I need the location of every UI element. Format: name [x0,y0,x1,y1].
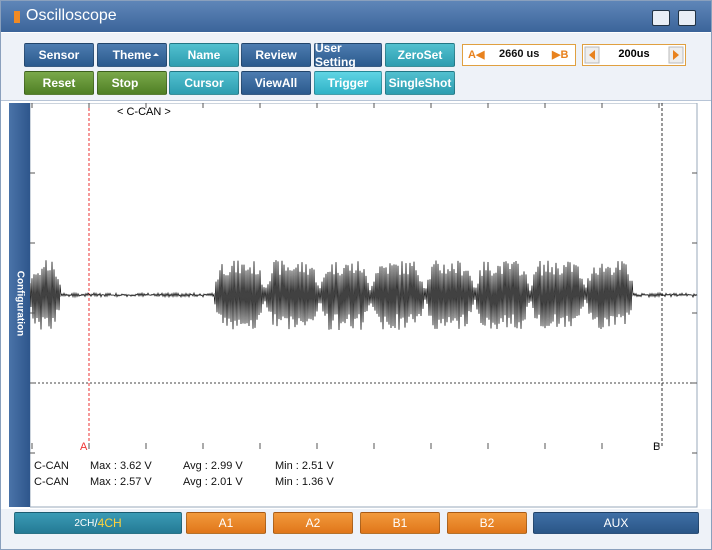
footer-button[interactable]: A1 [186,512,266,534]
timebase: 200us [618,48,650,60]
side-panel[interactable] [9,103,30,507]
cursor-box: A◀ 2660 us ▶B [462,44,576,66]
toolbar-button[interactable]: Reset [24,71,94,95]
footer-button[interactable]: B1 [360,512,440,534]
window-title: Oscilloscope [26,7,117,24]
measurement: Min : 2.51 V [275,460,334,472]
toolbar-button[interactable]: ZeroSet [385,43,455,67]
timebase-arrows[interactable] [582,44,686,66]
waveform [30,260,698,331]
toolbar-button[interactable]: User Setting [314,41,382,69]
measurement: C-CAN [34,476,69,488]
measurement: C-CAN [34,460,69,472]
channel-select[interactable]: 2CH/4CH [14,512,182,534]
scope-display: < C-CAN > A B [30,103,698,508]
channel-separator: / [94,516,98,530]
measurement: Min : 1.36 V [275,476,334,488]
cursor-b-label: ▶B [552,49,569,61]
title-icon [14,11,20,23]
toolbar-button[interactable]: Name [169,43,239,67]
footer-button[interactable]: AUX [533,512,699,534]
toolbar-button[interactable]: Trigger [314,71,382,95]
side-panel-label: Configuration [14,270,26,337]
footer-button[interactable]: B2 [447,512,527,534]
spinner-icon [153,50,159,56]
arrow-right [673,50,679,60]
cursor-a-label: A◀ [468,49,485,61]
arrow-left [589,50,595,60]
cursor-a-marker: A [80,441,88,453]
cursor-span: 2660 us [499,48,540,60]
footer-button[interactable]: A2 [273,512,353,534]
window-button[interactable] [678,10,696,26]
timebase-box [582,44,686,66]
toolbar-button[interactable]: Cursor [169,71,239,95]
channel-mode: 2CH [74,517,95,529]
channel-label: < C-CAN > [117,106,171,118]
channel-selected: 4CH [97,516,122,530]
toolbar-button[interactable]: SingleShot [385,71,455,95]
measurement: Avg : 2.99 V [183,460,243,472]
cursor-b-marker: B [653,441,660,453]
toolbar-button[interactable]: Stop [97,71,167,95]
measurement: Max : 2.57 V [90,476,152,488]
toolbar-button[interactable]: Theme [97,43,167,67]
toolbar-button[interactable]: Sensor [24,43,94,67]
toolbar-button[interactable]: Review [241,43,311,67]
window-button[interactable] [652,10,670,26]
title-bar [1,1,711,32]
measurement: Max : 3.62 V [90,460,152,472]
toolbar-button[interactable]: ViewAll [241,71,311,95]
measurement: Avg : 2.01 V [183,476,243,488]
